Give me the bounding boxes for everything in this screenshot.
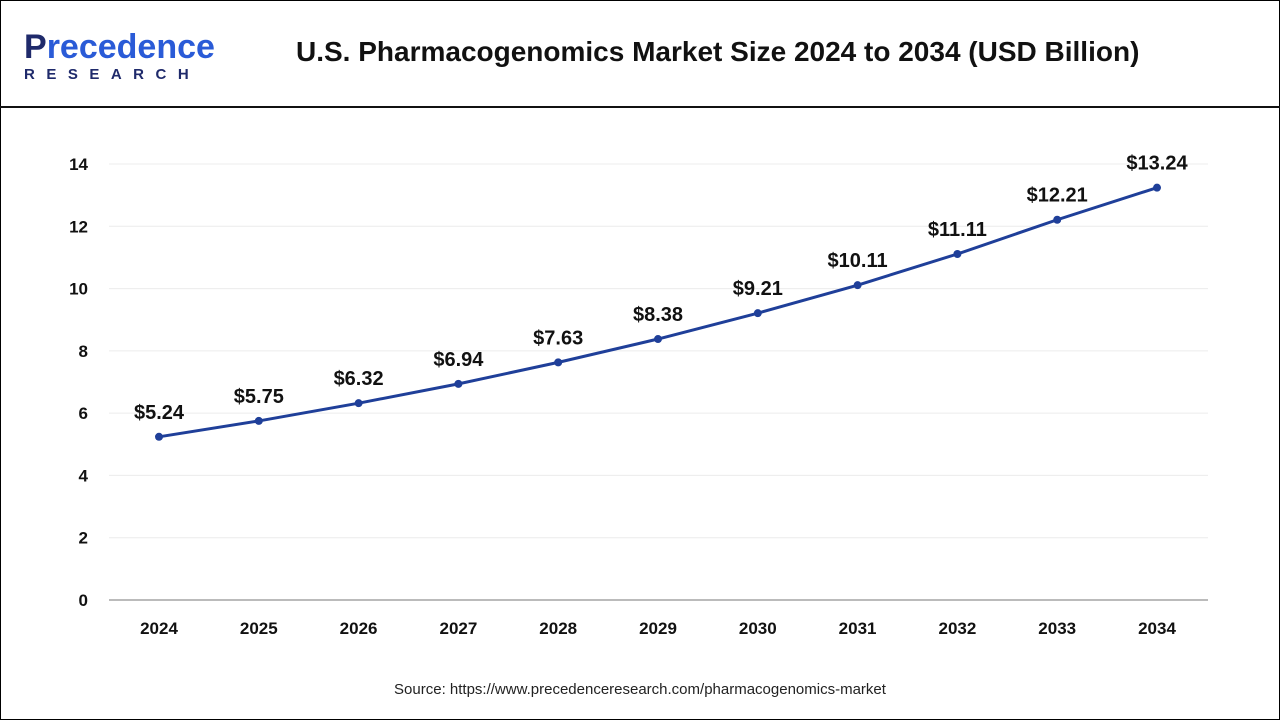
header: Precedence RESEARCH U.S. Pharmacogenomic… bbox=[0, 0, 1280, 108]
data-point bbox=[853, 281, 862, 290]
x-tick-label: 2030 bbox=[739, 619, 777, 638]
data-point bbox=[1053, 215, 1062, 224]
data-label: $8.38 bbox=[633, 304, 683, 326]
data-label: $6.32 bbox=[334, 368, 384, 390]
data-label: $9.21 bbox=[733, 278, 783, 300]
data-point bbox=[554, 358, 563, 367]
data-point bbox=[155, 432, 163, 441]
x-tick-label: 2027 bbox=[439, 619, 477, 638]
data-point bbox=[354, 399, 363, 408]
x-tick-label: 2026 bbox=[340, 619, 378, 638]
y-tick-label: 10 bbox=[69, 280, 88, 299]
y-tick-label: 12 bbox=[69, 217, 88, 236]
data-label: $7.63 bbox=[533, 327, 583, 349]
y-tick-label: 6 bbox=[79, 404, 88, 423]
data-label: $12.21 bbox=[1027, 185, 1088, 207]
y-tick-label: 0 bbox=[79, 591, 88, 610]
chart-title: U.S. Pharmacogenomics Market Size 2024 t… bbox=[296, 36, 1140, 67]
x-tick-label: 2034 bbox=[1138, 619, 1176, 638]
data-label: $5.75 bbox=[234, 386, 284, 408]
x-tick-label: 2025 bbox=[240, 619, 278, 638]
data-point bbox=[654, 335, 662, 344]
x-tick-label: 2032 bbox=[938, 619, 976, 638]
data-point bbox=[1153, 183, 1161, 192]
data-label: $5.24 bbox=[134, 402, 185, 424]
x-tick-label: 2028 bbox=[539, 619, 577, 638]
precedence-research-logo: Precedence RESEARCH bbox=[24, 28, 215, 83]
y-tick-label: 4 bbox=[79, 466, 89, 485]
y-tick-label: 8 bbox=[79, 342, 88, 361]
data-point bbox=[254, 416, 263, 425]
data-point bbox=[953, 250, 962, 259]
x-tick-label: 2033 bbox=[1038, 619, 1076, 638]
data-label: $6.94 bbox=[433, 349, 484, 371]
data-label: $10.11 bbox=[828, 250, 888, 272]
x-tick-label: 2031 bbox=[839, 619, 877, 638]
data-point bbox=[454, 379, 463, 388]
data-label: $13.24 bbox=[1126, 153, 1188, 175]
data-label: $11.11 bbox=[928, 219, 987, 241]
data-point bbox=[753, 309, 762, 318]
x-tick-label: 2029 bbox=[639, 619, 677, 638]
source-note: Source: https://www.precedenceresearch.c… bbox=[394, 681, 886, 698]
y-tick-label: 14 bbox=[69, 155, 88, 174]
x-tick-label: 2024 bbox=[140, 619, 178, 638]
y-tick-label: 2 bbox=[79, 529, 88, 548]
